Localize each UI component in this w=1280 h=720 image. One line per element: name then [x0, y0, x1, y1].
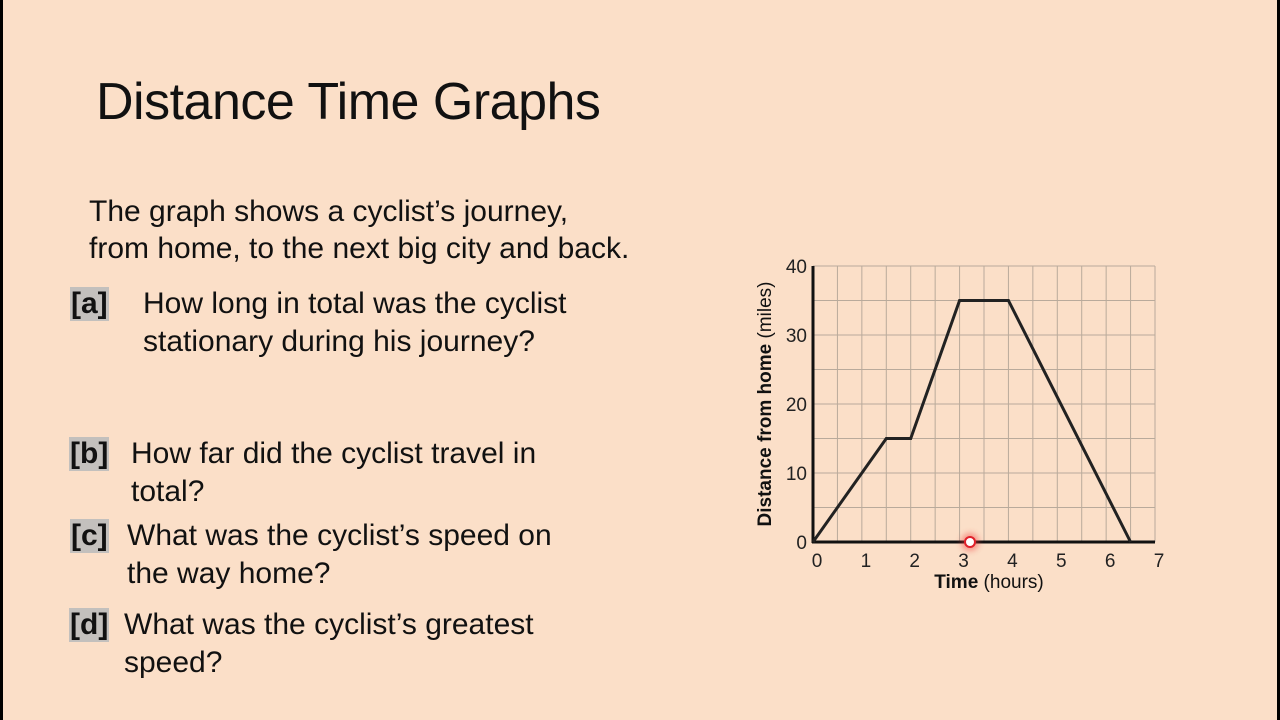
svg-text:30: 30: [786, 326, 807, 347]
question-line: How far did the cyclist travel in: [131, 437, 537, 470]
chart-axes: [811, 266, 1155, 544]
chart-tick-labels: 0 1 2 3 4 5 6 7 0 10 20 30 40: [786, 257, 1164, 572]
y-axis-title: Distance from home (miles): [755, 282, 776, 527]
intro-text: The graph shows a cyclist’s journey, fro…: [89, 193, 629, 267]
question-text: What was the cyclist’s speed on the way …: [127, 517, 552, 593]
svg-text:10: 10: [786, 464, 807, 485]
svg-text:40: 40: [786, 257, 807, 278]
journey-line: [811, 299, 1132, 543]
slide: Distance Time Graphs The graph shows a c…: [3, 0, 1277, 720]
question-line: speed?: [124, 646, 223, 679]
question-label: [d]: [69, 608, 110, 642]
svg-text:5: 5: [1056, 551, 1067, 572]
question-line: the way home?: [127, 557, 331, 590]
question-text: What was the cyclist’s greatest speed?: [124, 606, 534, 682]
mouse-cursor-indicator: [964, 536, 976, 548]
question-line: total?: [131, 475, 205, 508]
question-line: How long in total was the cyclist: [143, 287, 567, 320]
question-line: stationary during his journey?: [143, 325, 535, 358]
question-line: What was the cyclist’s speed on: [127, 519, 552, 552]
chart-grid: [812, 265, 1156, 543]
question-text: How far did the cyclist travel in total?: [131, 435, 536, 511]
svg-text:7: 7: [1154, 551, 1165, 572]
question-label: [a]: [70, 287, 109, 321]
svg-text:2: 2: [909, 551, 920, 572]
svg-text:20: 20: [786, 395, 807, 416]
intro-line-2: from home, to the next big city and back…: [89, 232, 630, 265]
x-axis-title: Time (hours): [934, 572, 1043, 593]
question-line: What was the cyclist’s greatest: [124, 608, 534, 641]
svg-text:3: 3: [958, 551, 969, 572]
svg-text:6: 6: [1105, 551, 1116, 572]
svg-text:0: 0: [796, 533, 807, 554]
question-label: [b]: [69, 437, 110, 471]
intro-line-1: The graph shows a cyclist’s journey,: [89, 195, 569, 228]
question-text: How long in total was the cyclist statio…: [143, 285, 567, 361]
svg-text:0: 0: [812, 551, 823, 572]
slide-title: Distance Time Graphs: [96, 73, 601, 131]
svg-text:1: 1: [861, 551, 872, 572]
question-label: [c]: [70, 519, 109, 553]
svg-text:4: 4: [1007, 551, 1018, 572]
